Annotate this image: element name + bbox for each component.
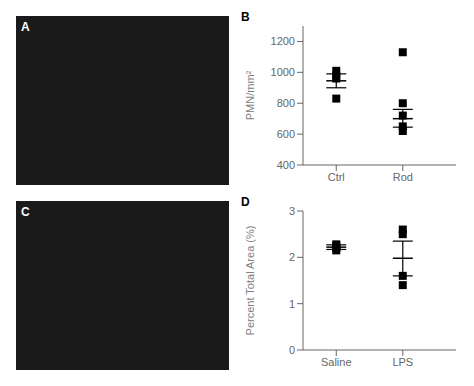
svg-text:3: 3 <box>289 205 295 217</box>
svg-text:1: 1 <box>289 298 295 310</box>
svg-text:Percent Total Area (%): Percent Total Area (%) <box>244 226 256 336</box>
html-text:D: D <box>241 195 250 209</box>
svg-text:0: 0 <box>289 344 295 356</box>
svg-text:Rod: Rod <box>393 171 413 183</box>
svg-text:400: 400 <box>277 159 295 171</box>
html-text:C: C <box>21 205 30 219</box>
svg-text:PMN/mm²: PMN/mm² <box>244 70 256 120</box>
html-text:A: A <box>21 20 30 34</box>
svg-text:800: 800 <box>277 97 295 109</box>
svg-text:600: 600 <box>277 128 295 140</box>
svg-text:1000: 1000 <box>271 66 295 78</box>
svg-text:LPS: LPS <box>392 356 413 368</box>
svg-text:Ctrl: Ctrl <box>328 171 345 183</box>
svg-text:1200: 1200 <box>271 35 295 47</box>
svg-text:Saline: Saline <box>321 356 352 368</box>
svg-text:2: 2 <box>289 251 295 263</box>
html-text:B: B <box>241 10 250 24</box>
